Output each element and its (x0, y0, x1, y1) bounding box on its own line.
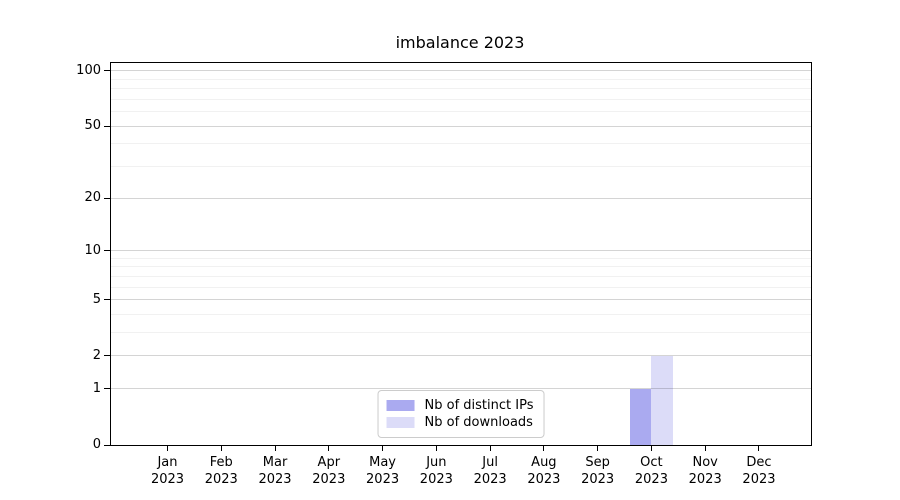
y-gridline-major (111, 355, 811, 357)
x-tick-label: Nov 2023 (688, 455, 722, 487)
y-tick-label: 2 (92, 347, 101, 363)
legend-swatch-distinct-ips-icon (386, 400, 415, 411)
x-tick-mark (220, 445, 222, 451)
legend: Nb of distinct IPs Nb of downloads (377, 390, 545, 438)
x-tick-mark (489, 445, 491, 451)
x-tick-mark (704, 445, 706, 451)
x-tick-label: Jun 2023 (419, 455, 453, 487)
x-tick-mark (167, 445, 168, 451)
y-tick-label: 0 (92, 437, 101, 452)
y-tick-mark (104, 70, 111, 72)
y-gridline-minor (111, 88, 811, 90)
y-tick-label: 10 (84, 242, 101, 258)
y-tick-label: 50 (84, 118, 101, 134)
y-tick-mark (104, 197, 111, 199)
y-gridline-major (111, 125, 811, 127)
y-tick-mark (104, 355, 111, 357)
x-tick-mark (758, 445, 760, 451)
y-gridline-major (111, 299, 811, 301)
y-gridline-major (111, 197, 811, 199)
y-tick-label: 1 (92, 380, 101, 396)
y-gridline-minor (111, 111, 811, 113)
y-tick-label: 20 (84, 190, 101, 206)
x-tick-label: Jul 2023 (473, 455, 507, 487)
x-tick-label: Oct 2023 (634, 455, 668, 487)
x-tick-label: Aug 2023 (527, 455, 561, 487)
x-tick-mark (650, 445, 652, 451)
y-gridline-minor (111, 257, 811, 259)
legend-label-downloads: Nb of downloads (424, 415, 533, 430)
x-tick-mark (597, 445, 599, 451)
y-tick-mark (104, 444, 111, 446)
y-gridline-major (111, 250, 811, 251)
y-tick-mark (104, 388, 111, 390)
y-tick-mark (104, 299, 111, 301)
x-tick-label: Mar 2023 (258, 455, 292, 487)
bar-distinct-ips (629, 388, 652, 445)
legend-item-distinct-ips: Nb of distinct IPs (386, 397, 534, 414)
y-tick-label: 5 (92, 291, 101, 307)
y-tick-label: 100 (76, 62, 101, 78)
y-gridline-minor (111, 286, 811, 288)
legend-swatch-downloads-icon (386, 417, 415, 428)
x-tick-label: Jan 2023 (150, 455, 185, 487)
y-gridline-minor (111, 313, 811, 315)
x-tick-label: Feb 2023 (204, 455, 238, 487)
x-tick-label: Sep 2023 (581, 455, 615, 487)
x-tick-mark (328, 445, 330, 451)
y-gridline-minor (111, 143, 811, 145)
y-gridline-minor (111, 332, 811, 334)
legend-label-distinct-ips: Nb of distinct IPs (424, 398, 534, 413)
y-gridline-minor (111, 78, 811, 80)
x-tick-mark (274, 445, 276, 451)
y-tick-mark (104, 125, 111, 127)
x-tick-mark (435, 445, 437, 451)
x-tick-label: May 2023 (366, 455, 400, 487)
y-gridline-minor (111, 98, 811, 100)
y-tick-mark (104, 250, 111, 251)
y-gridline-minor (111, 275, 811, 277)
x-tick-mark (543, 445, 545, 451)
y-gridline-minor (111, 165, 811, 167)
x-tick-label: Dec 2023 (742, 455, 776, 487)
y-gridline-major (111, 70, 811, 72)
x-tick-mark (382, 445, 384, 451)
plot-area: Nb of distinct IPs Nb of downloads 0 1 2 5 1… (76, 62, 812, 487)
y-gridline-minor (111, 266, 811, 268)
chart-title: imbalance 2023 (395, 33, 525, 52)
bar-downloads (651, 355, 673, 445)
legend-item-downloads: Nb of downloads (386, 414, 534, 431)
x-tick-label: Apr 2023 (312, 455, 346, 487)
